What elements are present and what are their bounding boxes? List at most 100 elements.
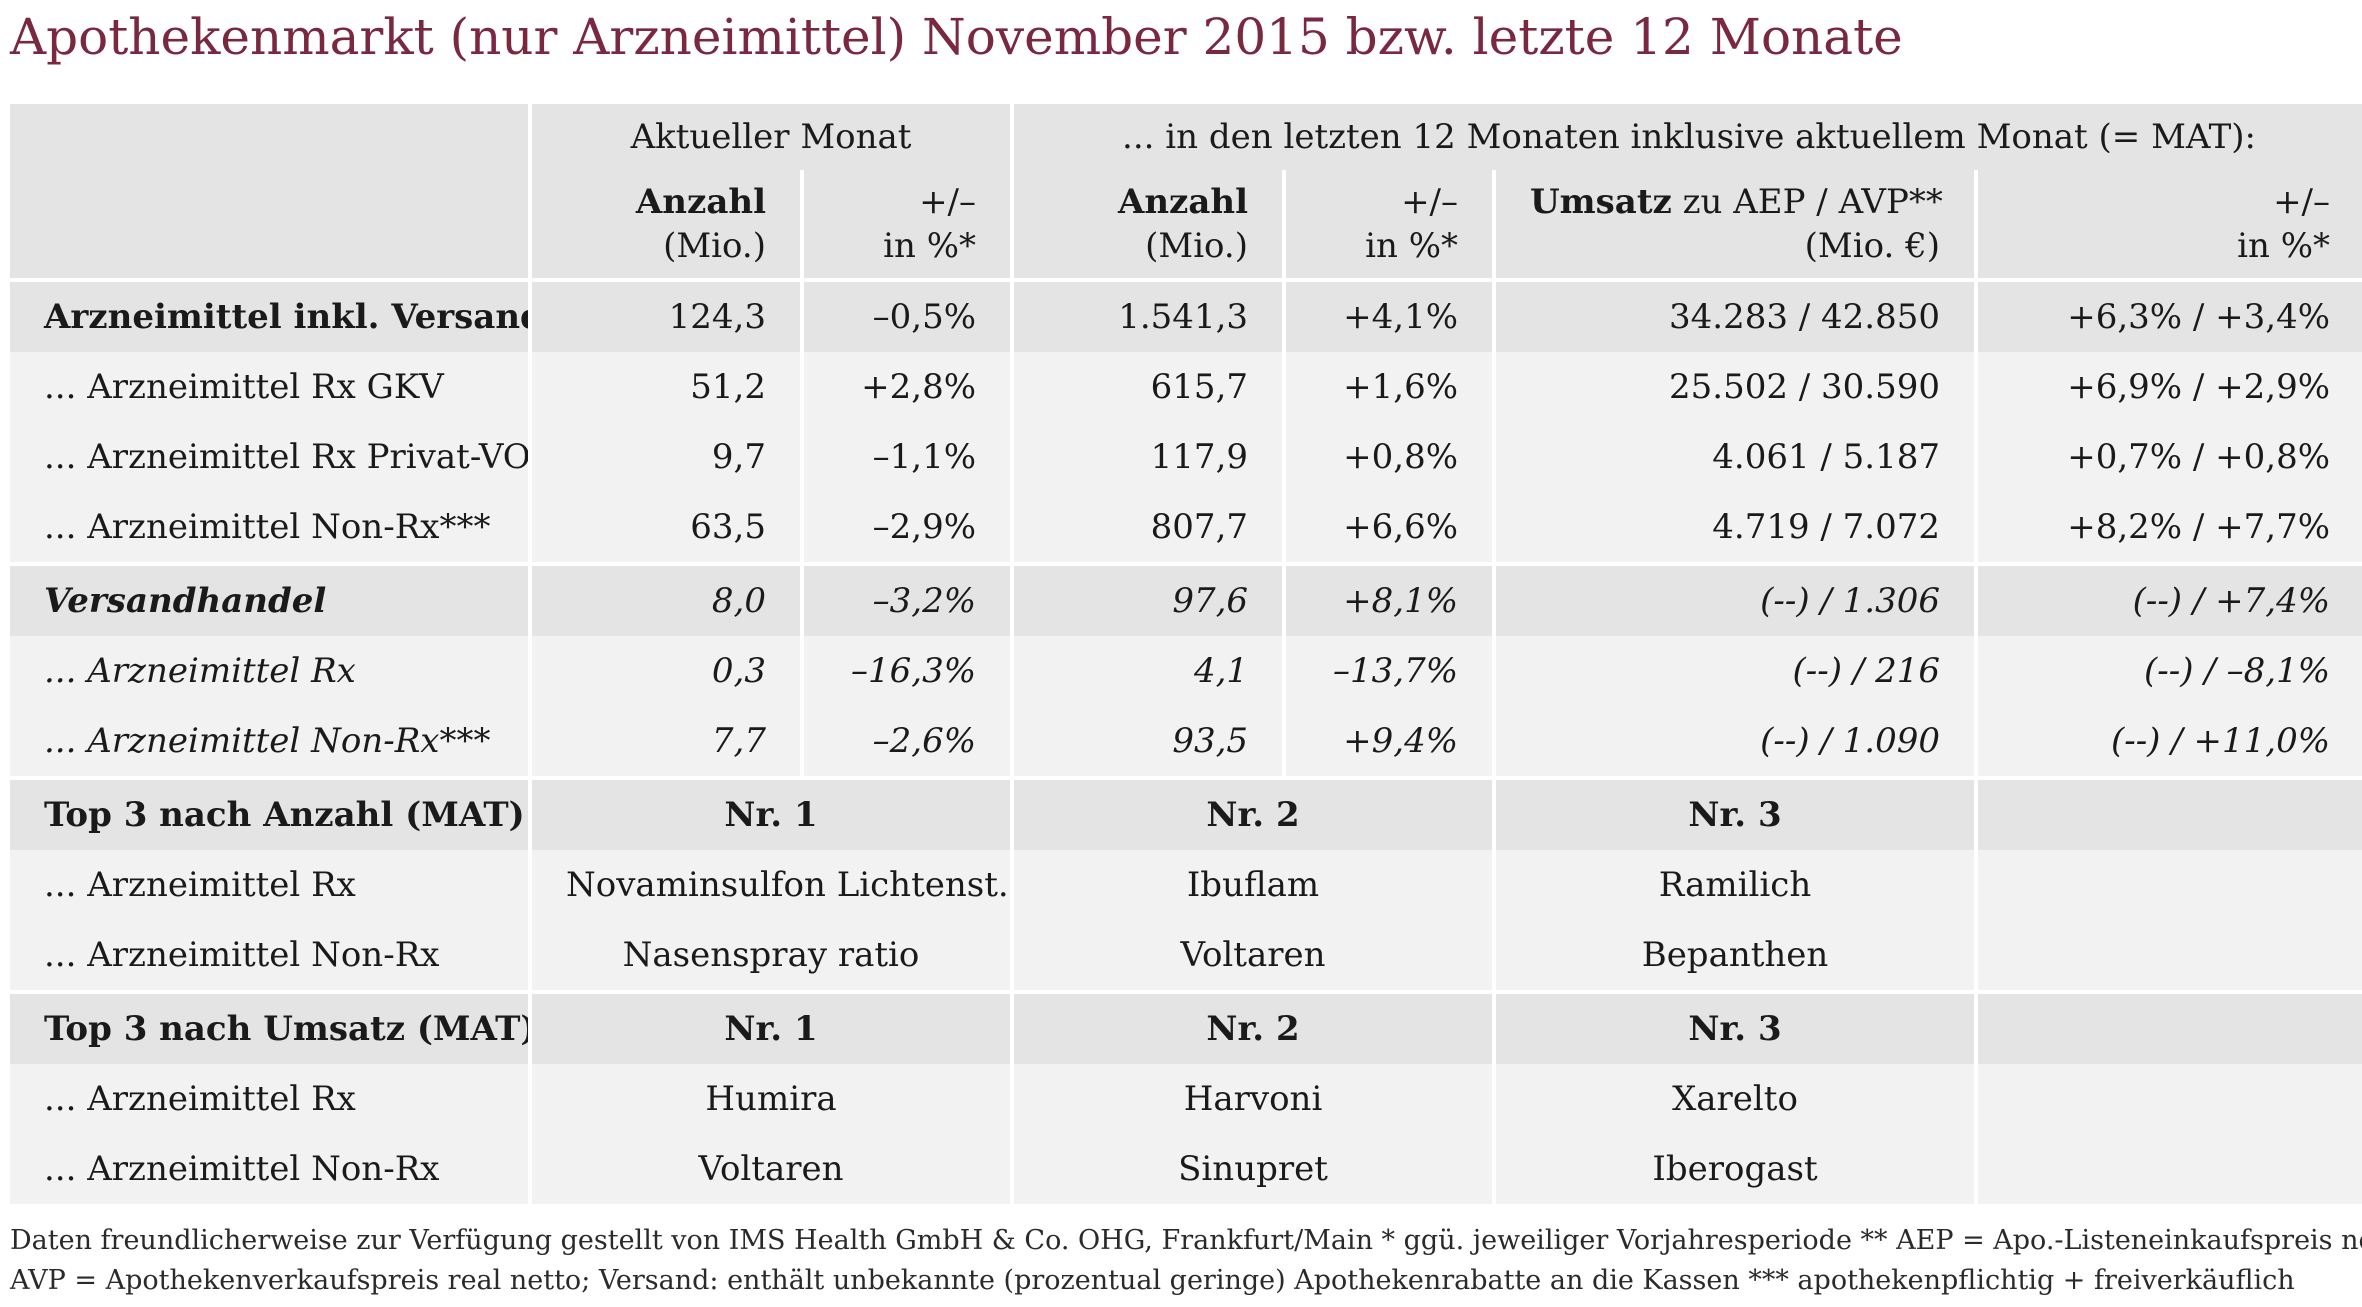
product-name: Xarelto (1494, 1064, 1979, 1134)
table-row: Arzneimittel inkl. Versand 124,3 –0,5% 1… (10, 280, 2362, 352)
header-empty-cell (10, 104, 532, 170)
cell-cur-change: +2,8% (802, 352, 1015, 422)
cell-cur-anzahl: 124,3 (530, 280, 804, 352)
cell-mat-anzahl: 1.541,3 (1012, 280, 1287, 352)
header-umsatz-rest: zu AEP / AVP** (1671, 182, 1943, 222)
cell-cur-anzahl: 8,0 (530, 562, 804, 636)
cell-mat-anzahl: 807,7 (1012, 492, 1287, 564)
header-unit: (Mio.) (1145, 226, 1249, 266)
cell-umsatz-change: +6,9% / +2,9% (1976, 352, 2362, 422)
product-name: Bepanthen (1494, 920, 1979, 992)
rank-label: Nr. 1 (530, 776, 1015, 850)
cell-cur-anzahl: 9,7 (530, 422, 804, 492)
product-name: Iberogast (1494, 1134, 1979, 1204)
row-label: Arzneimittel inkl. Versand (10, 280, 532, 352)
empty-cell (1976, 776, 2362, 850)
footnote-line: Daten freundlicherweise zur Verfügung ge… (10, 1225, 2362, 1256)
header-mat-anzahl: Anzahl (Mio.) (1012, 170, 1287, 280)
table-row: Versandhandel 8,0 –3,2% 97,6 +8,1% (--) … (10, 562, 2362, 636)
table-row: ... Arzneimittel Non-Rx*** 63,5 –2,9% 80… (10, 492, 2362, 564)
product-name: Sinupret (1012, 1134, 1497, 1204)
header-unit: (Mio. €) (1804, 226, 1941, 266)
header-current-month: Aktueller Monat (530, 104, 1015, 170)
cell-cur-anzahl: 0,3 (530, 636, 804, 706)
row-label: ... Arzneimittel Non-Rx*** (10, 492, 532, 564)
table-row: ... Arzneimittel Rx Novaminsulfon Lichte… (10, 850, 2362, 920)
cell-umsatz: (--) / 1.306 (1494, 562, 1979, 636)
product-name: Voltaren (1012, 920, 1497, 992)
cell-mat-change: +9,4% (1284, 706, 1497, 778)
table-row: ... Arzneimittel Rx Humira Harvoni Xarel… (10, 1064, 2362, 1134)
cell-cur-change: –2,6% (802, 706, 1015, 778)
rank-label: Nr. 3 (1494, 990, 1979, 1064)
cell-cur-change: –1,1% (802, 422, 1015, 492)
cell-cur-change: –3,2% (802, 562, 1015, 636)
table-row: ... Arzneimittel Non-Rx Nasenspray ratio… (10, 920, 2362, 992)
cell-mat-anzahl: 97,6 (1012, 562, 1287, 636)
table-row: ... Arzneimittel Rx 0,3 –16,3% 4,1 –13,7… (10, 636, 2362, 706)
cell-umsatz: 25.502 / 30.590 (1494, 352, 1979, 422)
product-name: Novaminsulfon Lichtenst. (530, 850, 1015, 920)
header-cur-change: +/– in %* (802, 170, 1015, 280)
cell-cur-anzahl: 7,7 (530, 706, 804, 778)
row-label: ... Arzneimittel Rx Privat-VO (10, 422, 532, 492)
header-row-columns: Anzahl (Mio.) +/– in %* Anzahl (Mio.) +/… (10, 170, 2362, 280)
empty-cell (1976, 1064, 2362, 1134)
header-unit: in %* (883, 226, 977, 266)
table-row: ... Arzneimittel Rx GKV 51,2 +2,8% 615,7… (10, 352, 2362, 422)
cell-mat-change: +1,6% (1284, 352, 1497, 422)
market-table: Aktueller Monat ... in den letzten 12 Mo… (10, 104, 2362, 1204)
row-label: Top 3 nach Umsatz (MAT) (10, 990, 532, 1064)
header-mat-change: +/– in %* (1284, 170, 1497, 280)
header-label: +/– (2273, 182, 2331, 222)
cell-umsatz: 4.719 / 7.072 (1494, 492, 1979, 564)
footnote: Daten freundlicherweise zur Verfügung ge… (10, 1221, 2362, 1301)
empty-cell (1976, 850, 2362, 920)
header-label: Umsatz zu AEP / AVP** (1530, 180, 1943, 224)
product-name: Voltaren (530, 1134, 1015, 1204)
header-unit: in %* (1365, 226, 1459, 266)
header-label: Anzahl (1117, 182, 1249, 222)
row-label: ... Arzneimittel Non-Rx*** (10, 706, 532, 778)
table-row: ... Arzneimittel Non-Rx Voltaren Sinupre… (10, 1134, 2362, 1204)
cell-umsatz: 4.061 / 5.187 (1494, 422, 1979, 492)
cell-mat-anzahl: 117,9 (1012, 422, 1287, 492)
product-name: Ramilich (1494, 850, 1979, 920)
empty-cell (1976, 1134, 2362, 1204)
header-unit: in %* (2237, 226, 2331, 266)
cell-umsatz-change: (--) / –8,1% (1976, 636, 2362, 706)
header-mat: ... in den letzten 12 Monaten inklusive … (1012, 104, 2362, 170)
cell-umsatz-change: (--) / +11,0% (1976, 706, 2362, 778)
header-unit: (Mio.) (663, 226, 766, 266)
page-title: Apothekenmarkt (nur Arzneimittel) Novemb… (10, 8, 1903, 66)
row-label: Top 3 nach Anzahl (MAT) (10, 776, 532, 850)
cell-cur-change: –16,3% (802, 636, 1015, 706)
top-anzahl-heading-row: Top 3 nach Anzahl (MAT) Nr. 1 Nr. 2 Nr. … (10, 776, 2362, 850)
row-label: Versandhandel (10, 562, 532, 636)
header-umsatz-change: +/– in %* (1976, 170, 2362, 280)
product-name: Nasenspray ratio (530, 920, 1015, 992)
header-empty-cell (10, 170, 532, 280)
cell-mat-change: +0,8% (1284, 422, 1497, 492)
table-row: ... Arzneimittel Non-Rx*** 7,7 –2,6% 93,… (10, 706, 2362, 778)
header-cur-anzahl: Anzahl (Mio.) (530, 170, 804, 280)
cell-mat-anzahl: 4,1 (1012, 636, 1287, 706)
cell-mat-anzahl: 615,7 (1012, 352, 1287, 422)
cell-umsatz-change: +6,3% / +3,4% (1976, 280, 2362, 352)
cell-cur-change: –0,5% (802, 280, 1015, 352)
cell-mat-change: +6,6% (1284, 492, 1497, 564)
cell-cur-anzahl: 51,2 (530, 352, 804, 422)
rank-label: Nr. 3 (1494, 776, 1979, 850)
empty-cell (1976, 990, 2362, 1064)
cell-umsatz: 34.283 / 42.850 (1494, 280, 1979, 352)
rank-label: Nr. 1 (530, 990, 1015, 1064)
top-umsatz-heading-row: Top 3 nach Umsatz (MAT) Nr. 1 Nr. 2 Nr. … (10, 990, 2362, 1064)
cell-umsatz-change: (--) / +7,4% (1976, 562, 2362, 636)
header-umsatz: Umsatz zu AEP / AVP** (Mio. €) (1494, 170, 1979, 280)
row-label: ... Arzneimittel Rx (10, 850, 532, 920)
cell-umsatz-change: +0,7% / +0,8% (1976, 422, 2362, 492)
product-name: Ibuflam (1012, 850, 1497, 920)
table-row: ... Arzneimittel Rx Privat-VO 9,7 –1,1% … (10, 422, 2362, 492)
row-label: ... Arzneimittel Non-Rx (10, 920, 532, 992)
cell-cur-change: –2,9% (802, 492, 1015, 564)
